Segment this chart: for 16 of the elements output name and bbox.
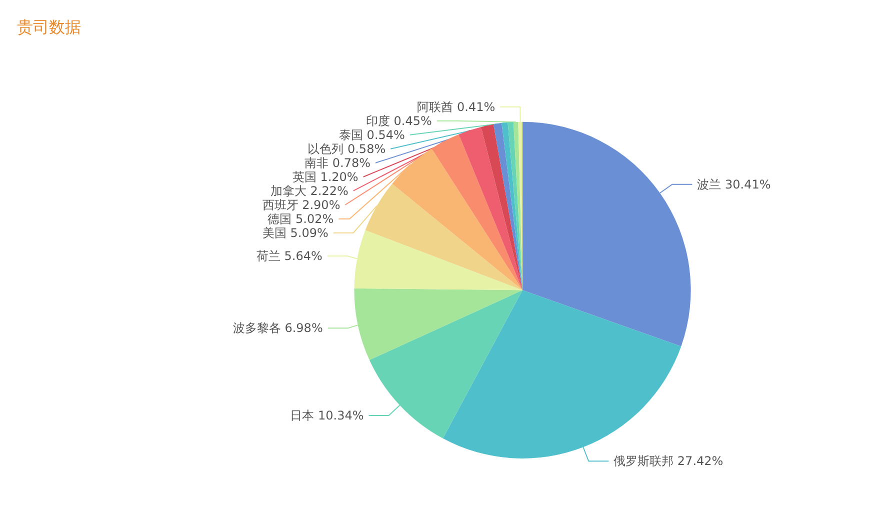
- slice-label: 印度 0.45%: [366, 114, 432, 128]
- text: 贵司数据: [17, 18, 81, 36]
- slice-label: 加拿大 2.22%: [270, 184, 348, 198]
- slice-label: 泰国 0.54%: [339, 128, 405, 142]
- slice-label: 美国 5.09%: [262, 226, 328, 240]
- slice-label: 南非 0.78%: [304, 156, 371, 170]
- slice-label: 日本 10.34%: [290, 408, 364, 423]
- slice-label: 波多黎各 6.98%: [232, 321, 323, 336]
- slice-label: 德国 5.02%: [268, 212, 334, 226]
- slice-label: 阿联酋 0.41%: [417, 100, 496, 114]
- slice-label: 俄罗斯联邦 27.42%: [614, 454, 724, 468]
- slice-label: 英国 1.20%: [292, 170, 358, 184]
- slice-label: 波兰 30.41%: [697, 177, 771, 192]
- slice-label: 以色列 0.58%: [308, 142, 386, 156]
- slice-label: 荷兰 5.64%: [256, 248, 322, 263]
- slice-label: 西班牙 2.90%: [262, 198, 340, 212]
